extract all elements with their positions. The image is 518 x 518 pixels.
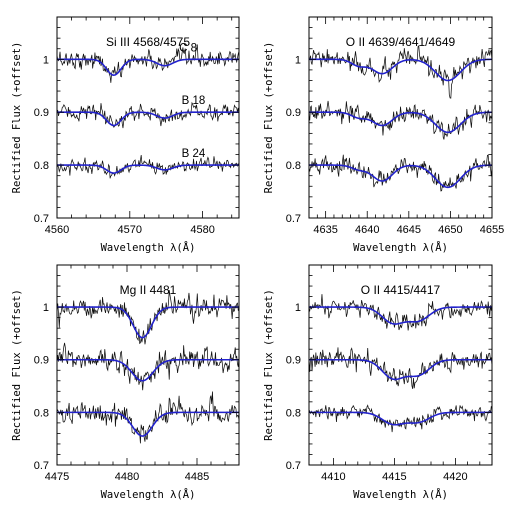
observed-spectrum-1 (57, 289, 239, 345)
x-tick-label: 4570 (118, 224, 142, 236)
x-axis-label: Wavelength λ(Å) (101, 241, 196, 254)
y-tick-label: 0.9 (34, 107, 49, 119)
x-tick-label: 4475 (45, 471, 69, 483)
observed-spectrum-2 (309, 347, 492, 390)
observed-spectrum-2 (57, 342, 239, 391)
panel-title: Mg II 4481 (120, 283, 177, 297)
model-spectrum-1 (309, 306, 492, 325)
observed-spectrum-2 (57, 101, 239, 129)
x-tick-label: 4560 (45, 224, 69, 236)
spectra-group (309, 294, 492, 433)
model-spectrum-3 (57, 164, 239, 174)
model-spectrum-3 (309, 164, 492, 189)
series-label: B 18 (182, 95, 206, 107)
x-tick-label: 4415 (382, 471, 406, 483)
y-tick-label: 0.8 (34, 160, 49, 172)
model-spectrum-2 (57, 111, 239, 127)
series-label: B 24 (182, 148, 206, 160)
panel-1: C 8 B 18 B 24 4560 4570 4580 0.7 0.8 0.9 1 Wavelen… (11, 16, 240, 254)
plot-frame (56, 264, 240, 466)
panel-title: Si III 4568/4575 (106, 35, 190, 49)
observed-spectrum-3 (309, 404, 492, 433)
y-tick-label: 0.9 (34, 355, 49, 367)
model-spectrum-1 (57, 306, 239, 339)
observed-spectrum-1 (57, 44, 239, 83)
observed-spectrum-1 (309, 45, 492, 99)
y-tick-label: 1 (295, 302, 301, 314)
x-tick-label: 4480 (115, 471, 139, 483)
y-axis-label: Rectified Flux (+offset) (11, 42, 23, 194)
panel-2: 4635 4640 4645 4650 4655 0.7 0.8 0.9 1 Wavelength… (263, 16, 504, 254)
x-tick-label: 4655 (480, 224, 504, 236)
y-tick-label: 1 (43, 302, 49, 314)
y-tick-label: 0.8 (286, 160, 301, 172)
y-axis-label: Rectified Flux (+offset) (263, 289, 275, 441)
x-axis-label: Wavelength λ(Å) (101, 488, 196, 501)
x-tick-label: 4410 (321, 471, 345, 483)
y-tick-label: 1 (295, 54, 301, 66)
x-tick-label: 4580 (190, 224, 214, 236)
spectra-group (57, 44, 239, 179)
panel-title: O II 4639/4641/4649 (346, 35, 456, 49)
x-axis-label: Wavelength λ(Å) (353, 241, 448, 254)
observed-spectrum-3 (57, 154, 239, 179)
y-tick-label: 0.8 (34, 407, 49, 419)
model-spectrum-2 (57, 358, 239, 382)
series-label: C 8 (179, 42, 197, 54)
model-spectrum-3 (309, 411, 492, 426)
y-axis-label: Rectified Flux (+offset) (263, 42, 275, 194)
panel-4: 4410 4415 4420 0.7 0.8 0.9 1 Wavelength λ(Å) Rec… (263, 264, 493, 501)
x-tick-label: 4485 (185, 471, 209, 483)
model-spectrum-2 (309, 111, 492, 134)
plot-frame (308, 264, 493, 466)
y-axis-label: Rectified Flux (+offset) (11, 289, 23, 441)
observed-spectrum-3 (309, 154, 492, 192)
y-tick-label: 0.7 (34, 460, 49, 472)
panel-title: O II 4415/4417 (361, 283, 441, 297)
model-spectrum-1 (57, 58, 239, 76)
y-tick-label: 0.7 (286, 460, 301, 472)
x-tick-label: 4635 (313, 224, 337, 236)
x-tick-label: 4645 (397, 224, 421, 236)
y-tick-label: 0.8 (286, 407, 301, 419)
y-tick-label: 0.7 (286, 213, 301, 225)
model-spectrum-1 (309, 58, 492, 82)
x-tick-label: 4640 (355, 224, 379, 236)
spectra-group (309, 45, 492, 192)
y-tick-label: 0.9 (286, 355, 301, 367)
y-tick-label: 0.9 (286, 107, 301, 119)
y-tick-label: 0.7 (34, 213, 49, 225)
x-tick-label: 4420 (443, 471, 467, 483)
x-axis-label: Wavelength λ(Å) (353, 488, 448, 501)
spectra-group (57, 289, 239, 444)
y-tick-label: 1 (43, 54, 49, 66)
observed-spectrum-3 (57, 391, 239, 444)
x-tick-label: 4650 (438, 224, 462, 236)
model-spectrum-3 (57, 411, 239, 437)
plot-frame (56, 16, 240, 219)
observed-spectrum-1 (309, 294, 492, 331)
panel-3: 4475 4480 4485 0.7 0.8 0.9 1 Wavelength λ(Å) Rec… (11, 264, 240, 501)
model-spectrum-2 (309, 358, 492, 381)
